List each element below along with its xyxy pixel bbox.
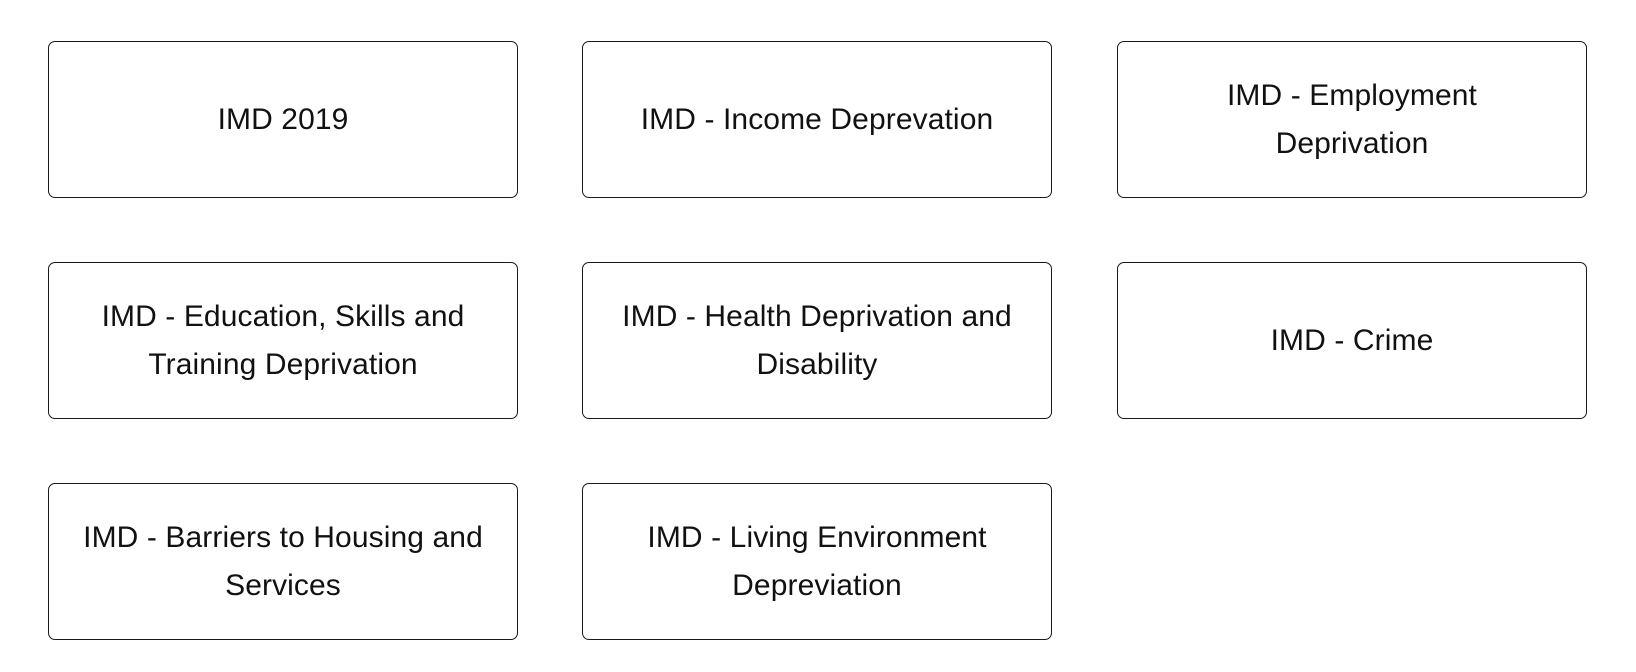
card-label: IMD - Education, Skills and Training Dep… bbox=[101, 299, 465, 381]
card-education-skills-training[interactable]: IMD - Education, Skills and Training Dep… bbox=[48, 262, 518, 419]
card-living-environment[interactable]: IMD - Living Environment Depreviation bbox=[582, 483, 1052, 640]
card-label: IMD - Health Deprivation and Disability bbox=[622, 299, 1012, 381]
card-health-disability[interactable]: IMD - Health Deprivation and Disability bbox=[582, 262, 1052, 419]
card-label: IMD 2019 bbox=[217, 102, 349, 136]
card-label: IMD - Barriers to Housing and Services bbox=[83, 520, 483, 602]
card-employment-deprivation[interactable]: IMD - Employment Deprivation bbox=[1117, 41, 1587, 198]
card-imd-2019[interactable]: IMD 2019 bbox=[48, 41, 518, 198]
card-label: IMD - Crime bbox=[1270, 323, 1434, 357]
card-label: IMD - Income Deprevation bbox=[640, 102, 994, 136]
card-label: IMD - Living Environment Depreviation bbox=[647, 520, 987, 602]
card-barriers-housing-services[interactable]: IMD - Barriers to Housing and Services bbox=[48, 483, 518, 640]
card-income-deprivation[interactable]: IMD - Income Deprevation bbox=[582, 41, 1052, 198]
card-label: IMD - Employment Deprivation bbox=[1227, 78, 1477, 160]
card-crime[interactable]: IMD - Crime bbox=[1117, 262, 1587, 419]
